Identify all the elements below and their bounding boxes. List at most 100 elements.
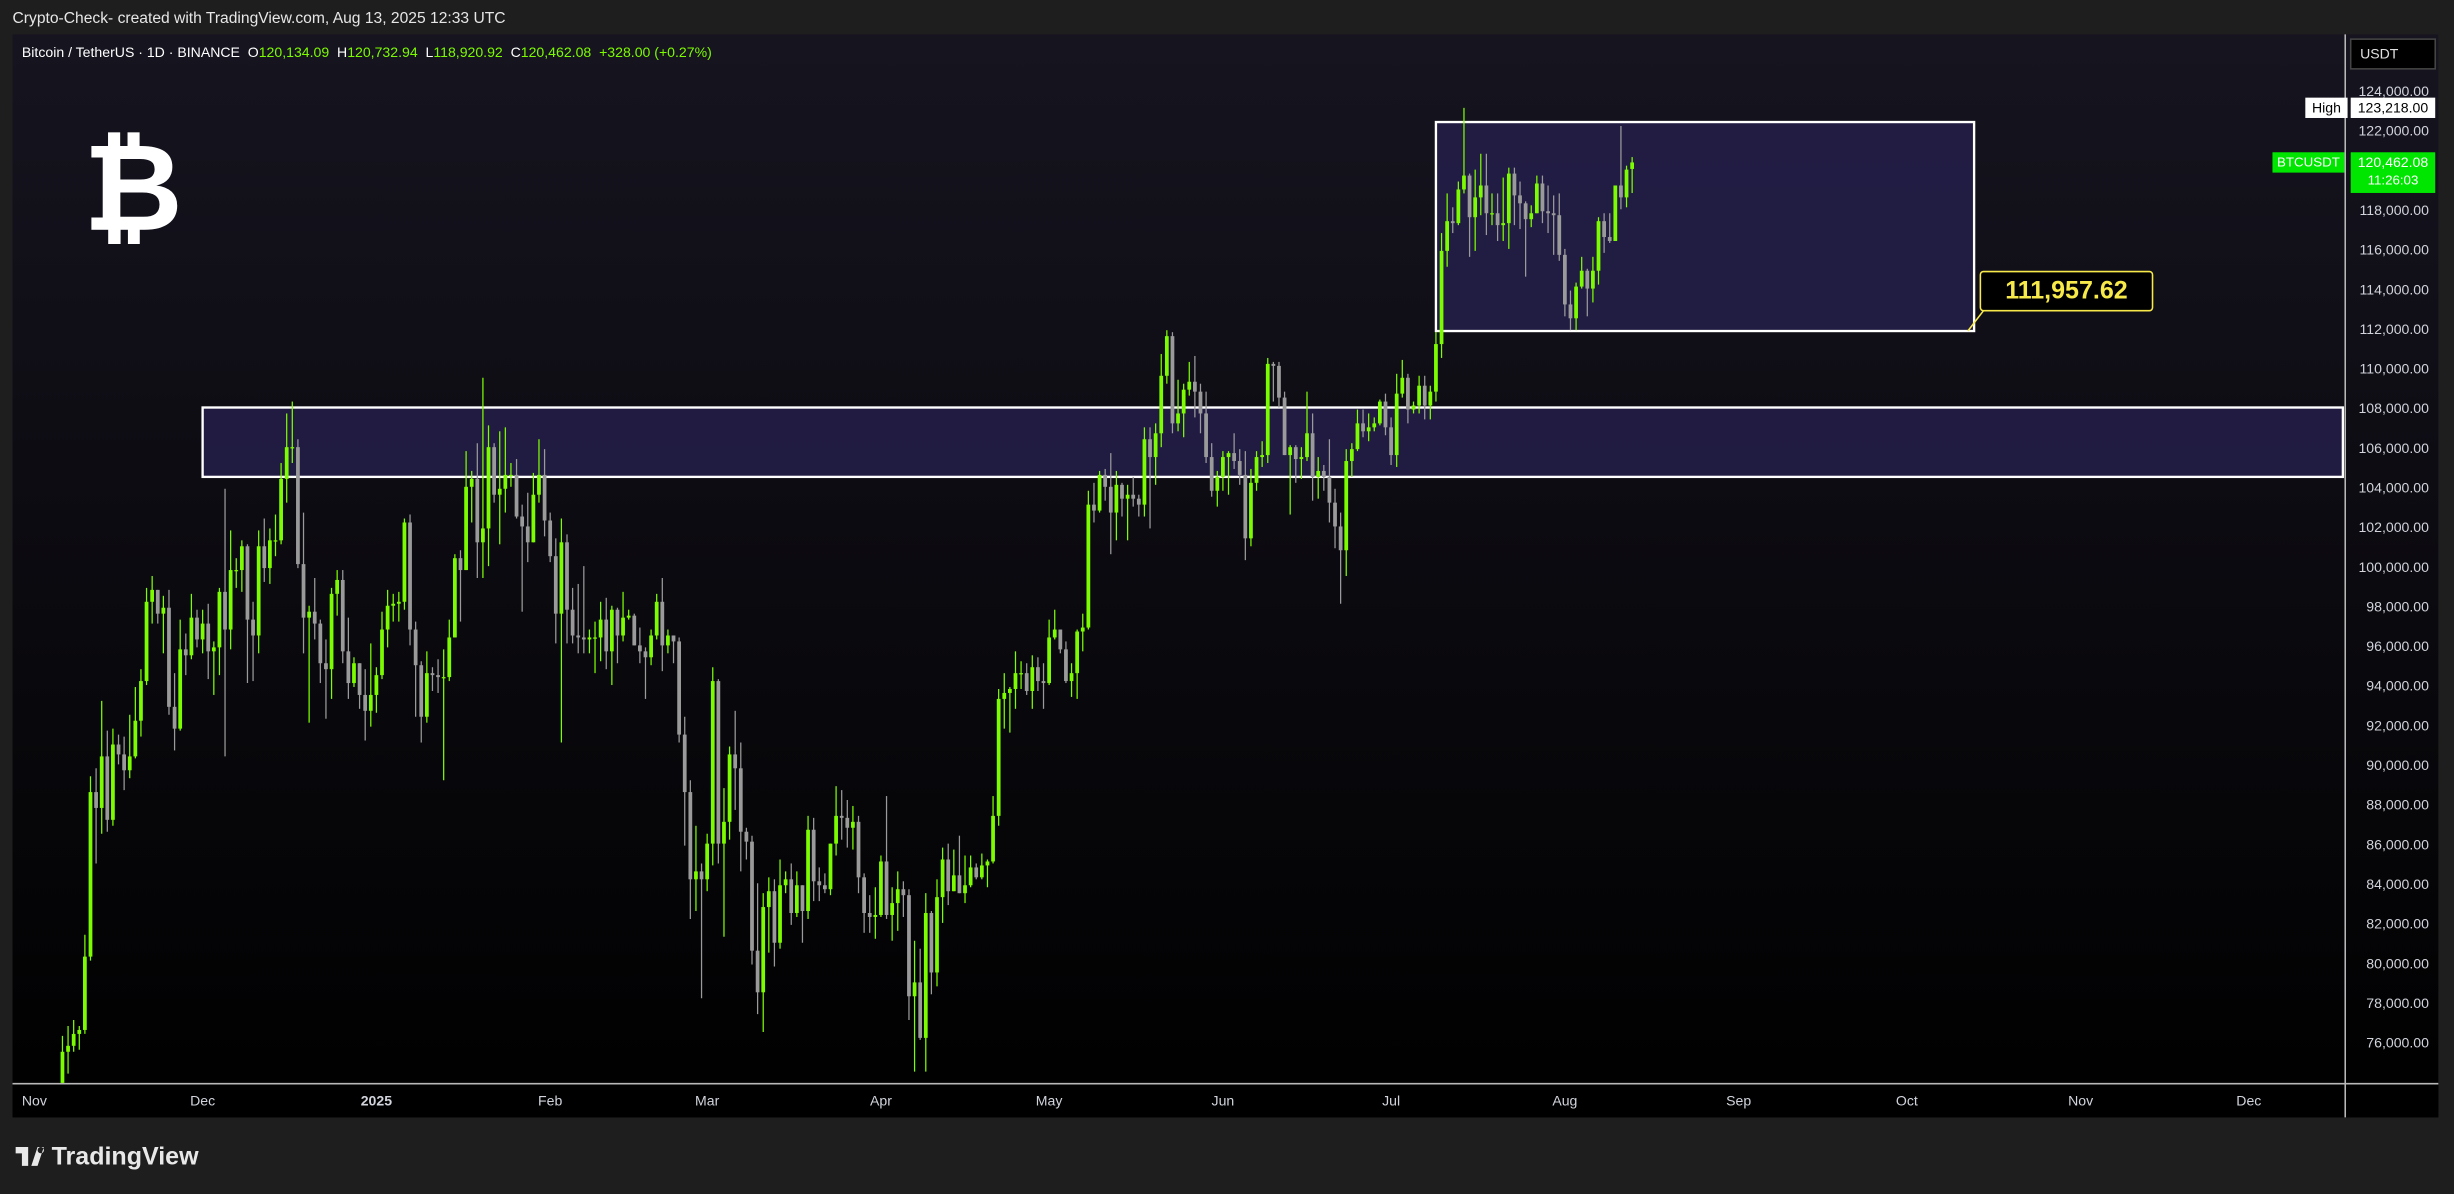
candle-body xyxy=(127,756,132,771)
candle-body xyxy=(1310,433,1315,477)
candle-body xyxy=(722,821,726,844)
candle-body xyxy=(1131,494,1136,499)
y-tick-label: 92,000.00 xyxy=(2366,717,2429,733)
x-tick-label: May xyxy=(1036,1092,1064,1108)
candle-body xyxy=(1243,474,1248,539)
candle-body xyxy=(424,673,429,717)
candle-body xyxy=(1209,457,1214,491)
candle-body xyxy=(789,879,794,914)
candle-body xyxy=(1125,494,1130,499)
candle-body xyxy=(279,478,283,541)
candle-body xyxy=(1288,447,1293,456)
candle-body xyxy=(761,907,766,993)
high-value: 123,218.00 xyxy=(2358,99,2429,115)
candle-body xyxy=(553,556,558,614)
candle-body xyxy=(609,609,614,652)
legend-value: 120,732.94 xyxy=(347,44,418,60)
candle-body xyxy=(155,589,160,614)
y-tick-label: 84,000.00 xyxy=(2366,876,2429,892)
y-tick-label: 110,000.00 xyxy=(2360,361,2430,377)
candle-body xyxy=(1232,453,1236,462)
candle-body xyxy=(1490,213,1494,215)
candle-body xyxy=(391,603,396,606)
candle-body xyxy=(710,681,715,844)
candle-body xyxy=(974,867,979,878)
candle-body xyxy=(593,637,597,639)
candle-body xyxy=(638,645,642,652)
candle-body xyxy=(755,950,760,993)
unit-label: USDT xyxy=(2360,45,2399,61)
y-tick-label: 104,000.00 xyxy=(2358,480,2429,496)
candle-body xyxy=(935,897,939,973)
y-tick-label: 78,000.00 xyxy=(2366,995,2429,1011)
candle-body xyxy=(587,637,592,640)
candle-body xyxy=(368,694,373,711)
candle-body xyxy=(907,895,911,997)
candle-body xyxy=(744,831,749,842)
candle-body xyxy=(576,635,581,638)
candle-body xyxy=(1159,375,1164,434)
candle-body xyxy=(301,564,306,618)
candle-body xyxy=(851,821,855,828)
candle-body xyxy=(1557,215,1562,255)
candle-body xyxy=(901,889,906,896)
candle-body xyxy=(475,478,480,543)
candle-body xyxy=(1237,461,1242,475)
candle-body xyxy=(172,706,177,729)
legend-value: 118,920.92 xyxy=(433,44,503,60)
candle-body xyxy=(1277,365,1281,398)
candle-body xyxy=(1019,673,1023,675)
candle-body xyxy=(811,829,816,882)
x-tick-label: Jul xyxy=(1382,1092,1400,1108)
candle-body xyxy=(1265,363,1270,456)
candle-body xyxy=(144,601,149,682)
y-tick-label: 96,000.00 xyxy=(2366,638,2429,654)
candle-body xyxy=(834,815,838,844)
candle-body xyxy=(963,885,967,894)
legend-key: H xyxy=(337,44,347,60)
candle-body xyxy=(996,698,1001,816)
candle-body xyxy=(1562,254,1567,305)
candle-body xyxy=(256,546,261,636)
candle-body xyxy=(1630,162,1635,169)
candle-body xyxy=(481,528,485,543)
candle-body xyxy=(88,792,93,957)
candle-body xyxy=(1377,401,1382,424)
candle-body xyxy=(985,861,990,866)
candle-body xyxy=(150,589,155,602)
candle-body xyxy=(1383,401,1388,428)
y-tick-label: 122,000.00 xyxy=(2358,123,2429,139)
candle-body xyxy=(1406,377,1410,410)
x-tick-label: Nov xyxy=(2068,1092,2093,1108)
candle-body xyxy=(1260,455,1265,458)
time-axis-background xyxy=(12,1082,2439,1118)
candle-body xyxy=(514,474,519,517)
candle-body xyxy=(1344,461,1349,551)
last-value: 120,462.08 xyxy=(2358,154,2429,170)
candle-body xyxy=(1181,389,1186,414)
candle-body xyxy=(1529,213,1534,220)
candle-body xyxy=(1321,470,1326,477)
candle-body xyxy=(1030,667,1035,691)
candle-body xyxy=(1254,457,1259,483)
candle-body xyxy=(1484,185,1489,214)
candle-body xyxy=(845,817,850,828)
candle-body xyxy=(828,843,833,890)
candle-body xyxy=(929,913,934,973)
last-symbol-box xyxy=(2272,152,2345,173)
candle-body xyxy=(312,611,317,624)
candle-body xyxy=(1534,183,1539,214)
candle-body xyxy=(1221,457,1225,477)
candle-body xyxy=(503,474,508,489)
candle-body xyxy=(1282,397,1287,456)
candle-body xyxy=(806,829,810,912)
candle-body xyxy=(1361,423,1365,432)
countdown: 11:26:03 xyxy=(2368,173,2419,188)
x-tick-label: Feb xyxy=(538,1092,562,1108)
candle-body xyxy=(918,982,923,1038)
candle-body xyxy=(111,744,115,820)
candle-body xyxy=(778,885,782,943)
candle-body xyxy=(1540,183,1545,212)
candle-body xyxy=(1417,385,1421,406)
candle-body xyxy=(621,617,625,636)
